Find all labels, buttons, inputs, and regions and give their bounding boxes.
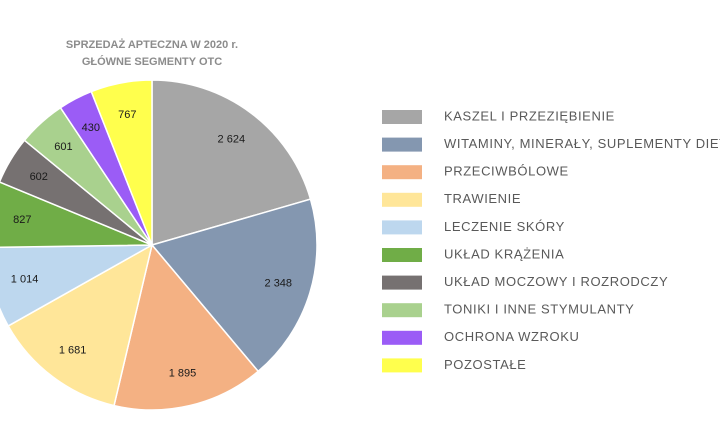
legend-label: TRAWIENIE [444,191,521,206]
legend-label: WITAMINY, MINERAŁY, SUPLEMENTY DIETY [444,136,720,151]
legend-swatch [382,137,422,152]
legend-swatch [382,303,422,318]
pie-slice [151,79,312,246]
legend-swatch [382,275,422,290]
legend-swatch [382,192,422,207]
data-label: 1 014 [11,273,39,285]
data-label: 1 895 [169,367,197,379]
pie-slice [7,243,154,407]
data-label: 767 [118,109,136,121]
chart-title: SPRZEDAŻ APTECZNA W 2020 r. [66,38,238,51]
legend-label: LECZENIE SKÓRY [444,219,565,234]
legend-swatch [382,220,422,235]
pie-slice [90,79,153,246]
legend-label: PRZECIWBÓLOWE [444,164,569,179]
pie-slice [0,244,153,327]
legend-label: OCHRONA WZROKU [444,329,580,344]
pie-slice [113,243,260,411]
legend-label: TONIKI I INNE STYMULANTY [444,302,634,317]
legend-label: UKŁAD MOCZOWY I ROZRODCZY [444,274,668,289]
data-label: 602 [30,171,48,183]
legend-label: POZOSTAŁE [444,357,526,372]
data-label: 1 681 [59,344,87,356]
legend-swatch [382,165,422,180]
pie-slice [150,198,318,373]
data-label: 601 [54,141,72,153]
data-label: 827 [13,214,31,226]
legend-swatch [382,248,422,262]
data-label: 2 348 [265,277,293,289]
data-label: 2 624 [218,133,246,145]
chart-subtitle: GŁÓWNE SEGMENTY OTC [82,55,222,68]
data-label: 430 [82,122,100,134]
legend-swatch [382,330,422,345]
legend-label: UKŁAD KRĄŻENIA [444,246,564,261]
legend-swatch [382,358,422,373]
legend-label: KASZEL I PRZEZIĘBIENIE [444,108,615,123]
legend-swatch [382,110,422,124]
